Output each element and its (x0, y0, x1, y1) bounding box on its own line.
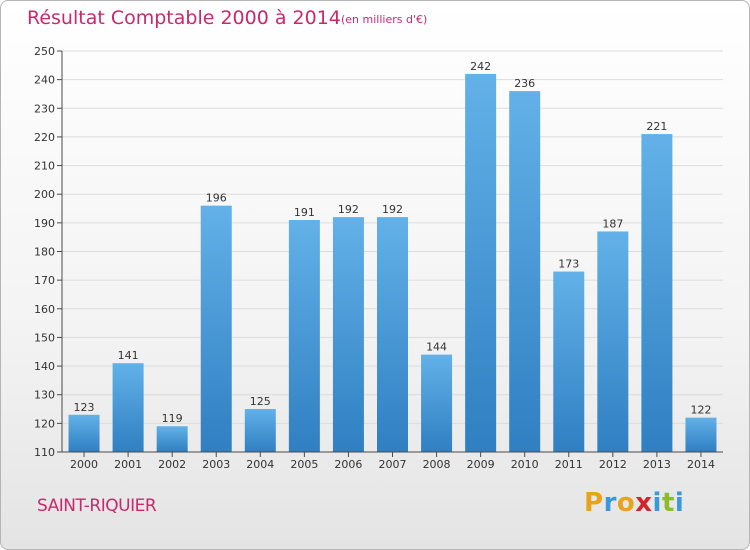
bar (332, 217, 364, 452)
bar (288, 219, 320, 452)
bar (156, 426, 188, 452)
y-tick-label: 190 (34, 217, 55, 230)
bar-value-label: 125 (250, 395, 271, 408)
x-tick-label: 2011 (555, 458, 583, 471)
logo-letter: x (635, 488, 653, 518)
x-tick-label: 2005 (290, 458, 318, 471)
bar (509, 91, 541, 452)
y-tick-label: 240 (34, 74, 55, 87)
chart-title: Résultat Comptable 2000 à 2014 (27, 7, 341, 29)
bar-value-label: 187 (602, 217, 623, 230)
y-tick-label: 150 (34, 331, 55, 344)
logo-letter: r (603, 488, 617, 518)
x-tick-label: 2006 (334, 458, 362, 471)
y-tick-label: 110 (34, 446, 55, 459)
x-tick-label: 2008 (423, 458, 451, 471)
bar-value-label: 144 (426, 341, 447, 354)
bar-value-label: 122 (690, 404, 711, 417)
x-tick-label: 2003 (202, 458, 230, 471)
x-tick-label: 2013 (643, 458, 671, 471)
bar (68, 414, 100, 452)
y-tick-label: 160 (34, 303, 55, 316)
bar-value-label: 196 (206, 192, 227, 205)
city-name: SAINT-RIQUIER (37, 496, 157, 516)
x-tick-label: 2010 (511, 458, 539, 471)
y-tick-label: 180 (34, 246, 55, 259)
y-tick-label: 210 (34, 160, 55, 173)
y-tick-label: 220 (34, 131, 55, 144)
x-tick-label: 2009 (467, 458, 495, 471)
bar-value-label: 173 (558, 258, 579, 271)
bar-value-label: 191 (294, 206, 315, 219)
y-tick-label: 170 (34, 274, 55, 287)
bar (553, 271, 585, 452)
bar-value-label: 192 (338, 203, 359, 216)
y-tick-label: 230 (34, 102, 55, 115)
x-tick-label: 2007 (379, 458, 407, 471)
logo-letter: i (652, 488, 662, 518)
bar-value-label: 242 (470, 60, 491, 73)
logo-letter: t (661, 488, 675, 518)
bar (377, 217, 408, 452)
bar-value-label: 123 (74, 401, 95, 414)
axes (61, 51, 723, 453)
proxiti-logo: Proxiti (584, 488, 684, 518)
bar (641, 134, 673, 453)
y-tick-label: 140 (34, 360, 55, 373)
logo-letter: P (584, 488, 604, 518)
bar (685, 417, 717, 452)
logo-letter: i (674, 488, 685, 518)
y-tick-label: 130 (34, 389, 55, 402)
y-tick-label: 200 (34, 188, 55, 201)
bars (68, 73, 717, 453)
x-tick-label: 2004 (246, 458, 274, 471)
bar (244, 409, 276, 452)
bar (597, 231, 629, 452)
bar-value-label: 141 (118, 349, 139, 362)
bar (421, 354, 453, 452)
x-tick-label: 2012 (599, 458, 627, 471)
x-tick-label: 2014 (687, 458, 715, 471)
x-tick-label: 2001 (114, 458, 142, 471)
x-axis-ticks: 2000 2001 2002 2003 2004 2005 2006 2007 2008 2009… (70, 452, 715, 471)
y-axis-ticks: 110 120 130 140 150 160 170 180 190 200 210 220 230 2… (34, 45, 62, 459)
chart-subtitle: (en milliers d'€) (341, 13, 428, 26)
bar-value-label: 119 (162, 412, 183, 425)
bar-value-label: 221 (646, 120, 667, 133)
logo-letter: o (616, 488, 636, 518)
bar (200, 205, 232, 452)
y-tick-label: 250 (34, 45, 55, 58)
x-tick-label: 2002 (158, 458, 186, 471)
y-tick-label: 120 (34, 417, 55, 430)
bar-value-label: 236 (514, 77, 535, 90)
bar-value-labels: 123 141 119 196 125 191 192 192 144 242 236 173 187 2… (74, 60, 712, 425)
bar (112, 363, 144, 452)
bar-value-label: 192 (382, 203, 403, 216)
x-tick-label: 2000 (70, 458, 98, 471)
bar (465, 73, 497, 453)
